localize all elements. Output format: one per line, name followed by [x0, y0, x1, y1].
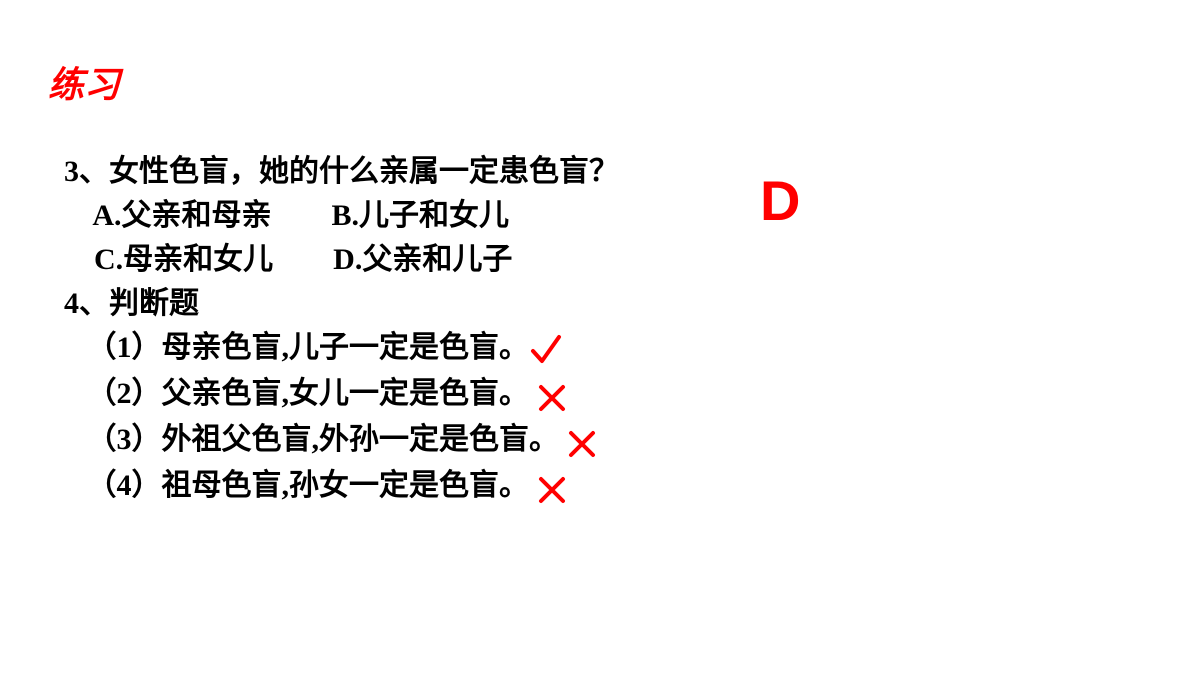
cross-icon [567, 420, 597, 464]
q3-options-row2: C.母亲和女儿 D.父亲和儿子 [64, 238, 619, 282]
q4-item-1-label: （1）母亲色盲,儿子一定是色盲。 [87, 331, 530, 364]
slide: 练习 D 3、女性色盲，她的什么亲属一定患色盲？ A.父亲和母亲 B.儿子和女儿… [0, 0, 1200, 680]
q3-option-c: C.母亲和女儿 [94, 243, 273, 276]
q3-answer: D [760, 168, 800, 233]
q4-item-2-label: （2）父亲色盲,女儿一定是色盲。 [87, 377, 530, 410]
q4-item-3: （3）外祖父色盲,外孙一定是色盲。 [64, 418, 619, 464]
q3-option-d: D.父亲和儿子 [333, 243, 512, 276]
q4-stem: 4、判断题 [64, 282, 619, 326]
cross-icon [537, 374, 567, 418]
q3-options-row1: A.父亲和母亲 B.儿子和女儿 [64, 194, 619, 238]
q4-item-3-label: （3）外祖父色盲,外孙一定是色盲。 [87, 423, 560, 456]
q4-item-4-label: （4）祖母色盲,孙女一定是色盲。 [87, 469, 530, 502]
slide-title: 练习 [48, 56, 120, 108]
q3-option-a: A.父亲和母亲 [92, 199, 271, 232]
q3-stem: 3、女性色盲，她的什么亲属一定患色盲？ [64, 150, 619, 194]
q4-item-1: （1）母亲色盲,儿子一定是色盲。 [64, 326, 619, 372]
q3-option-b: B.儿子和女儿 [332, 199, 510, 232]
slide-content: 3、女性色盲，她的什么亲属一定患色盲？ A.父亲和母亲 B.儿子和女儿 C.母亲… [64, 150, 619, 510]
cross-icon [537, 466, 567, 510]
q4-item-2: （2）父亲色盲,女儿一定是色盲。 [64, 372, 619, 418]
q4-item-4: （4）祖母色盲,孙女一定是色盲。 [64, 464, 619, 510]
check-icon [529, 328, 563, 372]
